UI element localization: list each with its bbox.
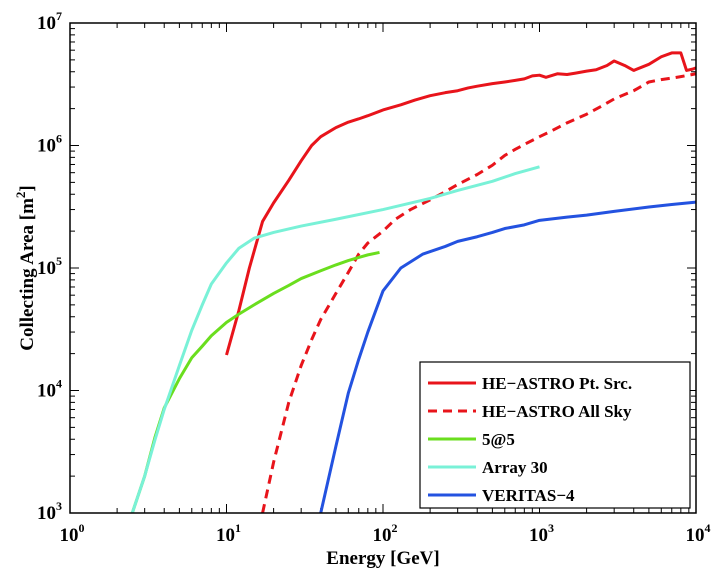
y-tick-base: 10 (37, 258, 56, 279)
x-tick-label: 100 (60, 521, 85, 546)
y-tick-base: 10 (37, 13, 56, 34)
legend: HE−ASTRO Pt. Src. HE−ASTRO All Sky 5@5 Arra… (419, 361, 691, 509)
x-tick-base: 10 (686, 525, 705, 546)
y-tick-label: 104 (37, 377, 62, 402)
y-tick-base: 10 (37, 503, 56, 524)
x-tick-exp: 2 (392, 521, 398, 535)
x-tick-exp: 4 (705, 521, 711, 535)
x-tick-exp: 1 (235, 521, 241, 535)
y-tick-exp: 6 (56, 132, 62, 146)
x-tick-exp: 0 (79, 521, 85, 535)
legend-label: VERITAS−4 (482, 486, 575, 505)
legend-label: HE−ASTRO Pt. Src. (482, 374, 632, 393)
y-axis-title-end: ] (17, 185, 38, 191)
y-axis-title: Collecting Area [m2] (13, 185, 38, 351)
x-tick-base: 10 (373, 525, 392, 546)
x-tick-label: 101 (216, 521, 241, 546)
y-tick-exp: 5 (56, 254, 62, 268)
series-line-2 (261, 72, 697, 514)
legend-label: HE−ASTRO All Sky (482, 402, 632, 421)
plot-frame (69, 22, 697, 514)
y-tick-exp: 7 (56, 9, 62, 23)
x-tick-labels: 100 101 102 103 104 (60, 521, 711, 546)
series-line-1 (225, 51, 697, 356)
series-layer (130, 51, 697, 514)
x-tick-label: 104 (686, 521, 711, 546)
series-line-4 (130, 165, 540, 514)
y-tick-base: 10 (37, 381, 56, 402)
y-tick-label: 106 (37, 132, 62, 157)
legend-label: Array 30 (482, 458, 548, 477)
legend-label: 5@5 (482, 430, 515, 449)
x-tick-base: 10 (529, 525, 548, 546)
y-tick-label: 103 (37, 499, 62, 524)
x-tick-exp: 3 (548, 521, 554, 535)
y-axis-title-base: Collecting Area [m (17, 198, 38, 351)
y-tick-label: 107 (37, 9, 62, 34)
y-tick-base: 10 (37, 136, 56, 157)
x-tick-label: 103 (529, 521, 554, 546)
x-axis-title: Energy [GeV] (326, 548, 439, 569)
legend-items: HE−ASTRO Pt. Src. HE−ASTRO All Sky 5@5 Arra… (428, 374, 632, 505)
y-tick-label: 105 (37, 254, 62, 279)
y-tick-exp: 4 (56, 377, 62, 391)
y-tick-exp: 3 (56, 499, 62, 513)
legend-box (419, 361, 691, 509)
x-tick-base: 10 (216, 525, 235, 546)
y-axis-title-exp: 2 (13, 192, 28, 199)
x-tick-label: 102 (373, 521, 398, 546)
x-tick-base: 10 (60, 525, 79, 546)
series-line-5 (319, 200, 697, 514)
